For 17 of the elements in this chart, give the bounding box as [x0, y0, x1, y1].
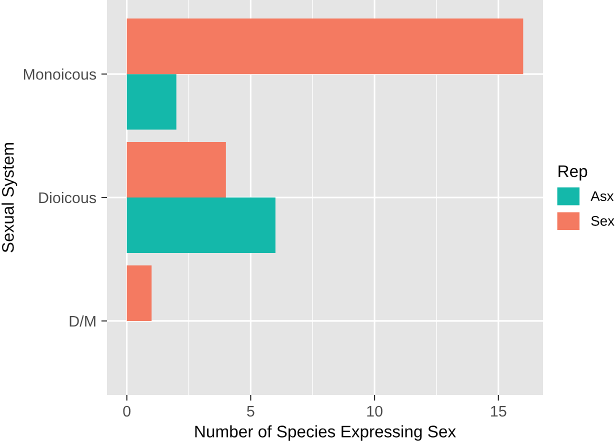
bar [126, 265, 152, 321]
bar [126, 198, 276, 254]
y-tick-label: D/M [70, 315, 96, 327]
x-tick-label: 15 [491, 406, 506, 417]
y-tick-label: Monoicous [24, 68, 96, 80]
bar [126, 142, 226, 198]
y-tick-label: Dioicous [39, 192, 96, 204]
x-tick-label: 5 [247, 406, 254, 417]
legend-label: Sex [591, 216, 614, 226]
bar [126, 74, 176, 130]
bar [126, 18, 524, 74]
y-axis-title: Sexual System [2, 143, 18, 252]
legend-title: Rep [558, 166, 588, 180]
x-tick-label: 10 [367, 406, 382, 417]
x-axis-title: Number of Species Expressing Sex [195, 425, 456, 441]
x-tick-label: 0 [123, 406, 130, 417]
legend-label: Asx [590, 191, 614, 202]
